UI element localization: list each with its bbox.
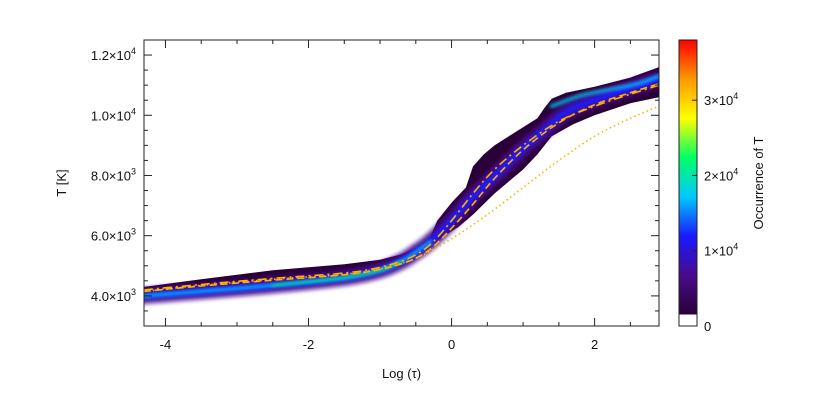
plot-content [144,67,659,304]
x-tick-label: -4 [160,337,172,352]
x-tick-label: 2 [591,337,598,352]
colorbar: 0 1×104 2×104 3×104 [678,39,738,334]
x-tick-label: 0 [448,337,455,352]
y-tick-label: 4.0×103 [91,287,136,304]
y-tick-label: 6.0×103 [91,227,136,244]
density-upper-ridge [549,74,659,109]
colorbar-tick-label: 0 [704,319,711,334]
model-curve-dotted [144,105,659,293]
y-axis-label: T [K] [54,169,69,196]
density-region [144,67,659,298]
y-tick-label: 8.0×103 [91,166,136,183]
x-axis: -4 -2 0 2 [160,40,631,352]
colorbar-scale [678,39,698,327]
y-tick-label: 1.2×104 [91,46,136,63]
y-axis: 4.0×103 6.0×103 8.0×103 1.0×104 1.2×104 [91,39,659,327]
model-curve-dashed [144,82,659,293]
plot-frame [143,39,660,327]
y-tick-label: 1.0×104 [91,106,136,123]
colorbar-tick-label: 1×104 [704,242,738,259]
colorbar-tick-label: 2×104 [704,166,738,183]
colorbar-label: Occurrence of T [751,136,766,229]
density-max-ridge [271,260,403,287]
x-axis-label: Log (τ) [382,366,421,381]
x-tick-label: -2 [303,337,315,352]
colorbar-tick-label: 3×104 [704,91,738,108]
